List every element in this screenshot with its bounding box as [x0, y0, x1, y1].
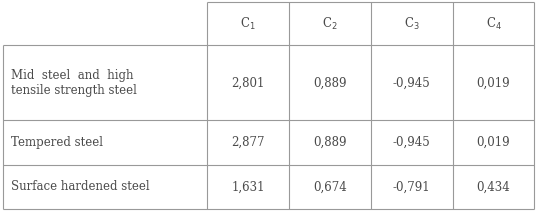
Text: 0,889: 0,889 [313, 136, 347, 149]
Text: C$_4$: C$_4$ [485, 16, 502, 32]
Text: Tempered steel: Tempered steel [11, 136, 103, 149]
Text: -0,945: -0,945 [393, 76, 431, 89]
Text: C$_1$: C$_1$ [241, 16, 256, 32]
Text: 1,631: 1,631 [231, 180, 265, 193]
Text: 0,019: 0,019 [477, 136, 510, 149]
Text: 0,019: 0,019 [477, 76, 510, 89]
Text: -0,945: -0,945 [393, 136, 431, 149]
Text: 2,801: 2,801 [231, 76, 265, 89]
Text: C$_3$: C$_3$ [404, 16, 419, 32]
Text: Mid  steel  and  high
tensile strength steel: Mid steel and high tensile strength stee… [11, 69, 136, 97]
Text: Surface hardened steel: Surface hardened steel [11, 180, 149, 193]
Text: 0,674: 0,674 [313, 180, 347, 193]
Text: -0,791: -0,791 [393, 180, 431, 193]
Text: C$_2$: C$_2$ [322, 16, 338, 32]
Text: 2,877: 2,877 [231, 136, 265, 149]
Text: 0,434: 0,434 [476, 180, 510, 193]
Text: 0,889: 0,889 [313, 76, 347, 89]
